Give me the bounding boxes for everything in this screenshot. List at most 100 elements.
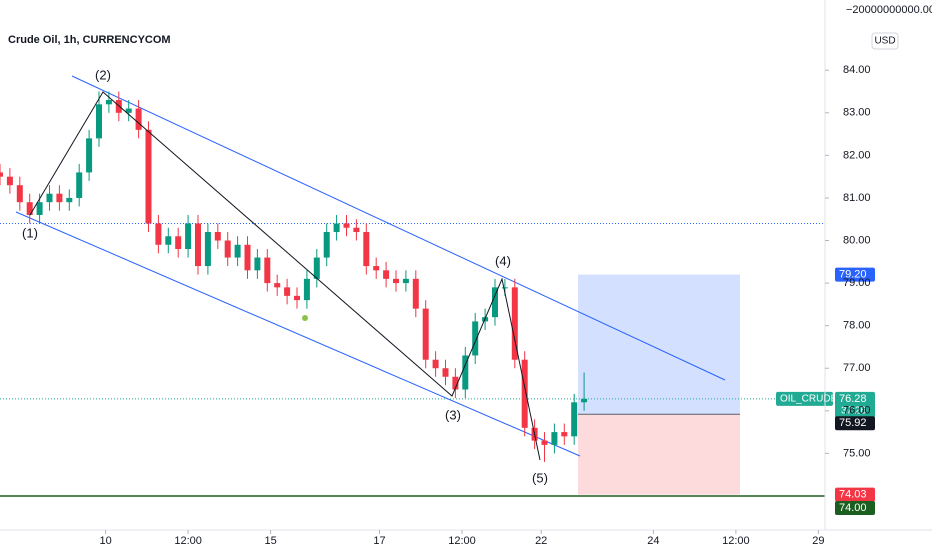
wave-label: (2) bbox=[95, 67, 111, 82]
candle-body bbox=[125, 108, 132, 113]
y-tick-label: 82.00 bbox=[843, 149, 871, 161]
candle-body bbox=[86, 138, 93, 173]
candle-body bbox=[195, 223, 201, 267]
axis-top-label: −20000000000.00 bbox=[846, 4, 932, 16]
candle-body bbox=[472, 321, 479, 356]
y-tick-label: 77.00 bbox=[843, 362, 871, 374]
wave-label: (4) bbox=[495, 253, 511, 268]
candle-body bbox=[581, 398, 588, 403]
candle-body bbox=[383, 270, 390, 279]
candle-body bbox=[412, 278, 419, 309]
candle-body bbox=[16, 185, 23, 203]
x-tick-label: 10 bbox=[99, 535, 111, 547]
symbol-label-box bbox=[776, 391, 833, 406]
candle-body bbox=[353, 227, 360, 233]
candle-body bbox=[422, 308, 429, 360]
candle-body bbox=[313, 257, 320, 279]
candle-body bbox=[155, 223, 162, 245]
candle-body bbox=[323, 232, 330, 258]
last-price-label: 76.28 bbox=[839, 393, 867, 405]
candle-body bbox=[0, 172, 3, 177]
candle-body bbox=[373, 266, 380, 271]
candle-body bbox=[274, 283, 281, 288]
target-label: 79.20 bbox=[839, 268, 867, 280]
y-tick-label: 75.00 bbox=[843, 447, 871, 459]
stop-zone bbox=[578, 414, 740, 495]
candle-body bbox=[6, 176, 13, 186]
x-tick-label: 17 bbox=[373, 535, 385, 547]
support-label: 74.00 bbox=[839, 502, 867, 514]
chart-title: Crude Oil, 1h, CURRENCYCOM bbox=[8, 34, 171, 46]
candle-body bbox=[254, 257, 261, 271]
candle-body bbox=[26, 202, 33, 215]
x-tick-label: 15 bbox=[264, 535, 276, 547]
candle-body bbox=[294, 295, 300, 301]
wave-label: (3) bbox=[445, 407, 461, 422]
candle-body bbox=[343, 223, 350, 228]
candle-body bbox=[571, 402, 578, 437]
candle-body bbox=[46, 193, 53, 203]
target-zone bbox=[578, 274, 740, 415]
channel-upper bbox=[71, 75, 726, 381]
wave-label: (5) bbox=[532, 470, 548, 485]
channel-lower bbox=[15, 211, 581, 457]
candle-body bbox=[135, 108, 142, 130]
candle-body bbox=[511, 287, 518, 360]
candle-body bbox=[492, 287, 498, 318]
candle-body bbox=[244, 244, 251, 271]
countdown: 37:26 bbox=[841, 406, 866, 417]
candle-body bbox=[501, 287, 508, 289]
candle-body bbox=[303, 278, 310, 301]
candle-body bbox=[105, 100, 112, 105]
candle-body bbox=[462, 355, 469, 390]
candle-body bbox=[333, 223, 340, 233]
candle-body bbox=[56, 193, 63, 203]
candle-body bbox=[442, 368, 449, 377]
y-tick-label: 83.00 bbox=[843, 107, 871, 119]
candle-body bbox=[234, 244, 241, 258]
candle-body bbox=[96, 104, 102, 139]
y-tick-label: 81.00 bbox=[843, 192, 871, 204]
candle-body bbox=[284, 287, 291, 296]
candle-body bbox=[541, 440, 548, 445]
x-tick-label: 12:00 bbox=[174, 535, 202, 547]
target-label-box bbox=[835, 267, 875, 282]
x-tick-label: 12:00 bbox=[722, 535, 750, 547]
x-tick-label: 24 bbox=[647, 535, 659, 547]
x-tick-label: 22 bbox=[535, 535, 547, 547]
candle-body bbox=[185, 223, 192, 250]
stop-label: 74.03 bbox=[839, 489, 867, 501]
candle-body bbox=[402, 278, 409, 284]
last-price-box bbox=[835, 391, 875, 418]
entry-label: 75.92 bbox=[839, 417, 867, 429]
y-tick-label: 84.00 bbox=[843, 64, 871, 76]
y-tick-label: 76.00 bbox=[843, 405, 871, 417]
y-tick-label: 80.00 bbox=[843, 234, 871, 246]
y-tick-label: 78.00 bbox=[843, 320, 871, 332]
candle-body bbox=[66, 197, 73, 203]
candle-body bbox=[363, 232, 370, 267]
candle-body bbox=[551, 432, 558, 445]
candle-body bbox=[432, 359, 439, 369]
candle-body bbox=[214, 232, 221, 241]
candle-body bbox=[264, 257, 271, 284]
candle-body bbox=[36, 202, 43, 215]
x-tick-label: 12:00 bbox=[448, 535, 476, 547]
candle-body bbox=[76, 172, 83, 198]
candle-body bbox=[521, 359, 528, 428]
candle-body bbox=[452, 376, 459, 390]
candle-body bbox=[165, 236, 172, 245]
x-tick-label: 29 bbox=[812, 535, 824, 547]
currency[interactable]: USD bbox=[874, 36, 895, 47]
candle-body bbox=[561, 432, 568, 437]
candle-body bbox=[224, 240, 231, 258]
wave-label: (1) bbox=[22, 225, 38, 240]
candle-body bbox=[204, 232, 211, 267]
wave-path bbox=[29, 91, 541, 461]
currency-box[interactable] bbox=[871, 32, 899, 50]
signal-dot bbox=[302, 315, 308, 321]
stop-label-box bbox=[835, 487, 875, 502]
support-label-box bbox=[835, 500, 875, 515]
candle-body bbox=[175, 236, 182, 250]
